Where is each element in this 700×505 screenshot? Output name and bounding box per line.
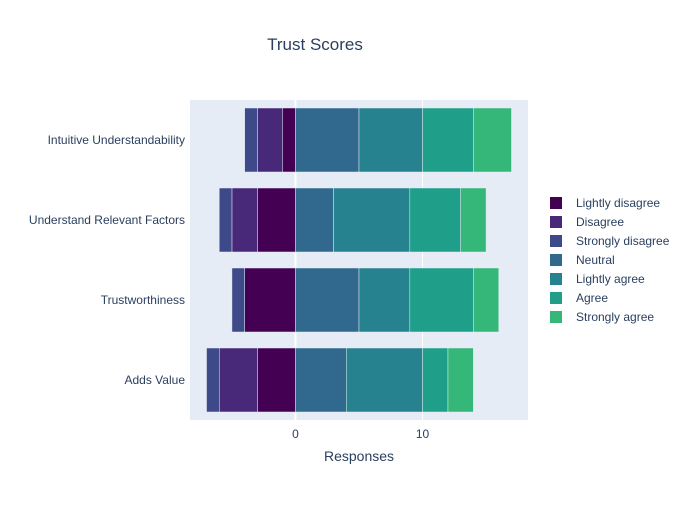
legend: Lightly disagree Disagree Strongly disagre… xyxy=(550,196,670,324)
legend-swatch xyxy=(550,292,562,304)
bar xyxy=(282,107,296,173)
legend-swatch xyxy=(550,235,562,247)
legend-swatch xyxy=(550,216,562,228)
chart-title: Trust Scores xyxy=(267,35,363,54)
legend-item[interactable]: Strongly agree xyxy=(550,310,654,324)
bar xyxy=(206,347,220,413)
bar xyxy=(244,267,296,333)
bar xyxy=(231,187,258,253)
legend-label: Lightly disagree xyxy=(576,196,660,210)
bar xyxy=(244,107,258,173)
legend-swatch xyxy=(550,311,562,323)
legend-item[interactable]: Lightly disagree xyxy=(550,196,660,210)
bar xyxy=(409,267,474,333)
bar xyxy=(231,267,245,333)
legend-item[interactable]: Lightly agree xyxy=(550,272,645,286)
category-labels: Adds Value Trustworthiness Understand Rele… xyxy=(29,133,185,387)
bar xyxy=(295,187,334,253)
legend-label: Neutral xyxy=(576,253,615,267)
y-category-label: Intuitive Understandability xyxy=(48,133,185,147)
bar xyxy=(346,347,423,413)
bar xyxy=(473,267,500,333)
legend-label: Strongly disagree xyxy=(576,234,670,248)
bar xyxy=(422,347,449,413)
bar xyxy=(473,107,512,173)
legend-label: Agree xyxy=(576,291,608,305)
bar xyxy=(295,107,360,173)
x-tick-label: 0 xyxy=(292,427,299,441)
legend-swatch xyxy=(550,197,562,209)
bar xyxy=(218,347,258,413)
bar xyxy=(447,347,474,413)
legend-item[interactable]: Agree xyxy=(550,291,608,305)
bar xyxy=(358,107,423,173)
legend-label: Strongly agree xyxy=(576,310,654,324)
bar xyxy=(460,187,487,253)
bar xyxy=(257,347,296,413)
bar xyxy=(295,347,347,413)
legend-swatch xyxy=(550,254,562,266)
legend-label: Disagree xyxy=(576,215,624,229)
y-category-label: Understand Relevant Factors xyxy=(29,213,185,227)
legend-item[interactable]: Neutral xyxy=(550,253,615,267)
y-category-label: Adds Value xyxy=(125,373,186,387)
bar xyxy=(358,267,411,333)
legend-swatch xyxy=(550,273,562,285)
x-axis-label: Responses xyxy=(324,448,394,464)
bars-layer xyxy=(206,107,512,413)
x-tick-label: 10 xyxy=(416,427,430,441)
bar xyxy=(333,187,411,253)
legend-label: Lightly agree xyxy=(576,272,645,286)
bar xyxy=(295,267,360,333)
bar xyxy=(218,187,233,253)
legend-item[interactable]: Strongly disagree xyxy=(550,234,670,248)
bar xyxy=(422,107,474,173)
legend-item[interactable]: Disagree xyxy=(550,215,624,229)
bar xyxy=(257,107,284,173)
tick-layer: 0 10 xyxy=(292,427,429,441)
bar xyxy=(409,187,461,253)
bar xyxy=(257,187,296,253)
y-category-label: Trustworthiness xyxy=(101,293,185,307)
